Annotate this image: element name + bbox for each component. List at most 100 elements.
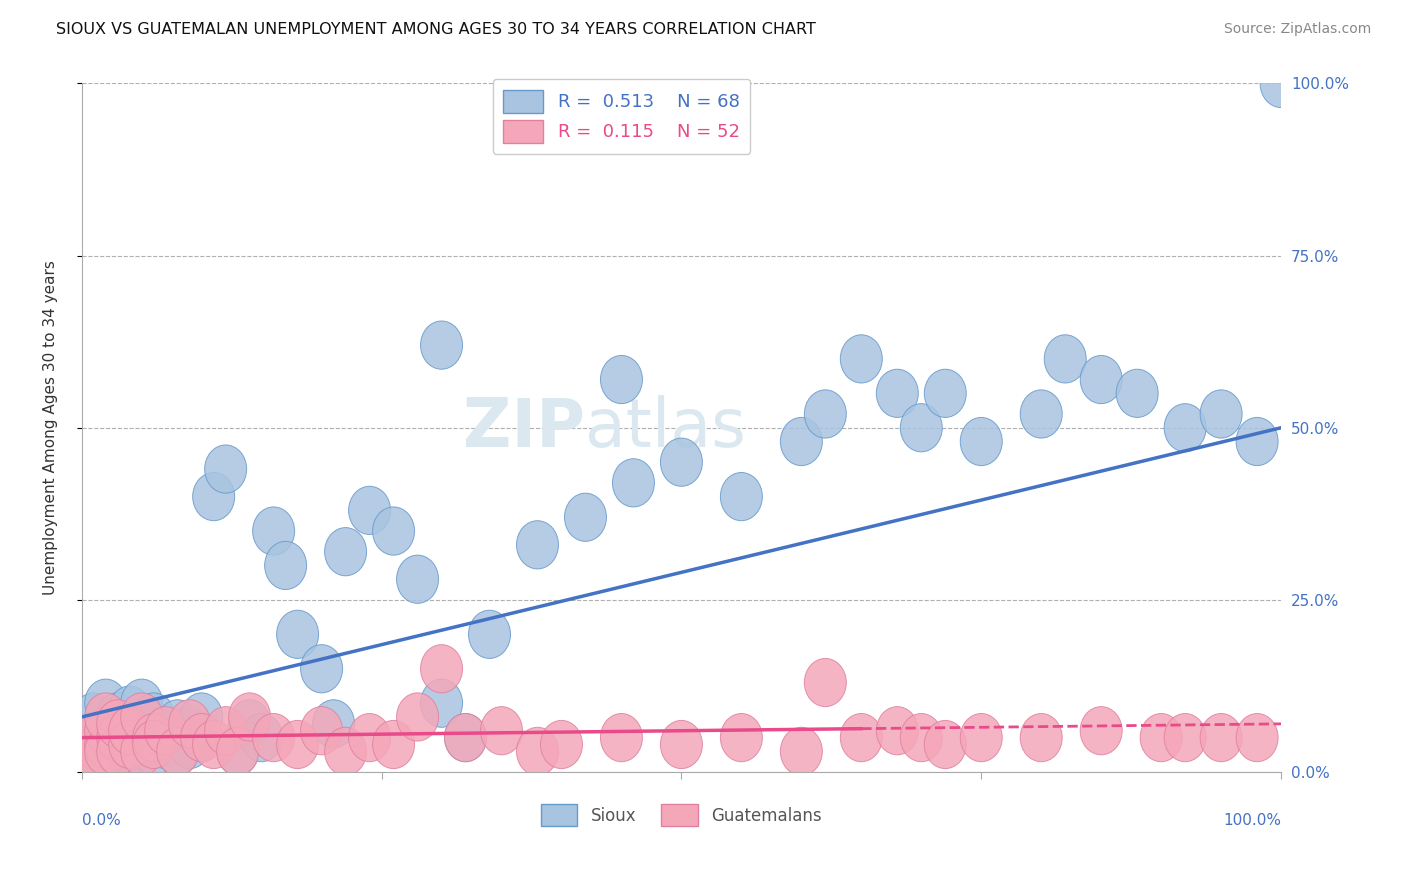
Ellipse shape [1201,390,1241,438]
Ellipse shape [84,706,127,755]
Ellipse shape [121,721,163,769]
Ellipse shape [420,321,463,369]
Text: ZIP: ZIP [464,395,585,461]
Ellipse shape [108,721,150,769]
Ellipse shape [349,486,391,534]
Ellipse shape [516,521,558,569]
Ellipse shape [876,706,918,755]
Ellipse shape [720,473,762,521]
Ellipse shape [132,714,174,762]
Ellipse shape [1164,714,1206,762]
Ellipse shape [516,727,558,775]
Ellipse shape [1236,714,1278,762]
Y-axis label: Unemployment Among Ages 30 to 34 years: Unemployment Among Ages 30 to 34 years [44,260,58,595]
Ellipse shape [253,507,295,555]
Ellipse shape [169,706,211,755]
Ellipse shape [600,714,643,762]
Ellipse shape [613,458,654,507]
Ellipse shape [169,699,211,748]
Ellipse shape [84,727,127,775]
Ellipse shape [240,714,283,762]
Ellipse shape [325,727,367,775]
Ellipse shape [108,727,150,775]
Ellipse shape [420,679,463,727]
Ellipse shape [661,721,703,769]
Ellipse shape [193,721,235,769]
Ellipse shape [253,714,295,762]
Ellipse shape [277,721,319,769]
Ellipse shape [73,693,115,741]
Ellipse shape [301,706,343,755]
Ellipse shape [349,714,391,762]
Ellipse shape [444,714,486,762]
Ellipse shape [97,721,139,769]
Ellipse shape [73,727,115,775]
Ellipse shape [205,706,246,755]
Ellipse shape [720,714,762,762]
Ellipse shape [661,438,703,486]
Ellipse shape [301,645,343,693]
Ellipse shape [97,714,139,762]
Ellipse shape [181,693,222,741]
Text: 0.0%: 0.0% [82,814,121,829]
Ellipse shape [121,679,163,727]
Ellipse shape [924,369,966,417]
Ellipse shape [1140,714,1182,762]
Ellipse shape [1260,60,1302,108]
Ellipse shape [73,714,115,762]
Ellipse shape [193,473,235,521]
Ellipse shape [277,610,319,658]
Ellipse shape [84,693,127,741]
Ellipse shape [156,727,198,775]
Ellipse shape [84,721,127,769]
Text: 100.0%: 100.0% [1223,814,1281,829]
Ellipse shape [169,721,211,769]
Ellipse shape [1080,355,1122,404]
Ellipse shape [1045,334,1087,383]
Ellipse shape [229,693,270,741]
Ellipse shape [217,727,259,775]
Ellipse shape [73,727,115,775]
Ellipse shape [396,693,439,741]
Ellipse shape [229,699,270,748]
Ellipse shape [145,714,187,762]
Ellipse shape [900,404,942,452]
Ellipse shape [205,445,246,493]
Ellipse shape [97,699,139,748]
Ellipse shape [468,610,510,658]
Ellipse shape [540,721,582,769]
Ellipse shape [1021,390,1062,438]
Ellipse shape [1164,404,1206,452]
Ellipse shape [1201,714,1241,762]
Ellipse shape [108,706,150,755]
Ellipse shape [156,699,198,748]
Ellipse shape [132,706,174,755]
Ellipse shape [600,355,643,404]
Ellipse shape [1116,369,1159,417]
Ellipse shape [804,390,846,438]
Ellipse shape [1021,714,1062,762]
Ellipse shape [84,706,127,755]
Ellipse shape [481,706,523,755]
Ellipse shape [97,727,139,775]
Ellipse shape [841,334,883,383]
Ellipse shape [84,679,127,727]
Text: SIOUX VS GUATEMALAN UNEMPLOYMENT AMONG AGES 30 TO 34 YEARS CORRELATION CHART: SIOUX VS GUATEMALAN UNEMPLOYMENT AMONG A… [56,22,815,37]
Ellipse shape [84,727,127,775]
Ellipse shape [325,527,367,576]
Ellipse shape [97,714,139,762]
Ellipse shape [145,706,187,755]
Ellipse shape [804,658,846,706]
Ellipse shape [780,417,823,466]
Ellipse shape [132,727,174,775]
Ellipse shape [373,507,415,555]
Ellipse shape [841,714,883,762]
Ellipse shape [84,721,127,769]
Ellipse shape [564,493,606,541]
Ellipse shape [312,699,354,748]
Ellipse shape [121,714,163,762]
Ellipse shape [396,555,439,603]
Ellipse shape [121,693,163,741]
Ellipse shape [181,714,222,762]
Ellipse shape [444,714,486,762]
